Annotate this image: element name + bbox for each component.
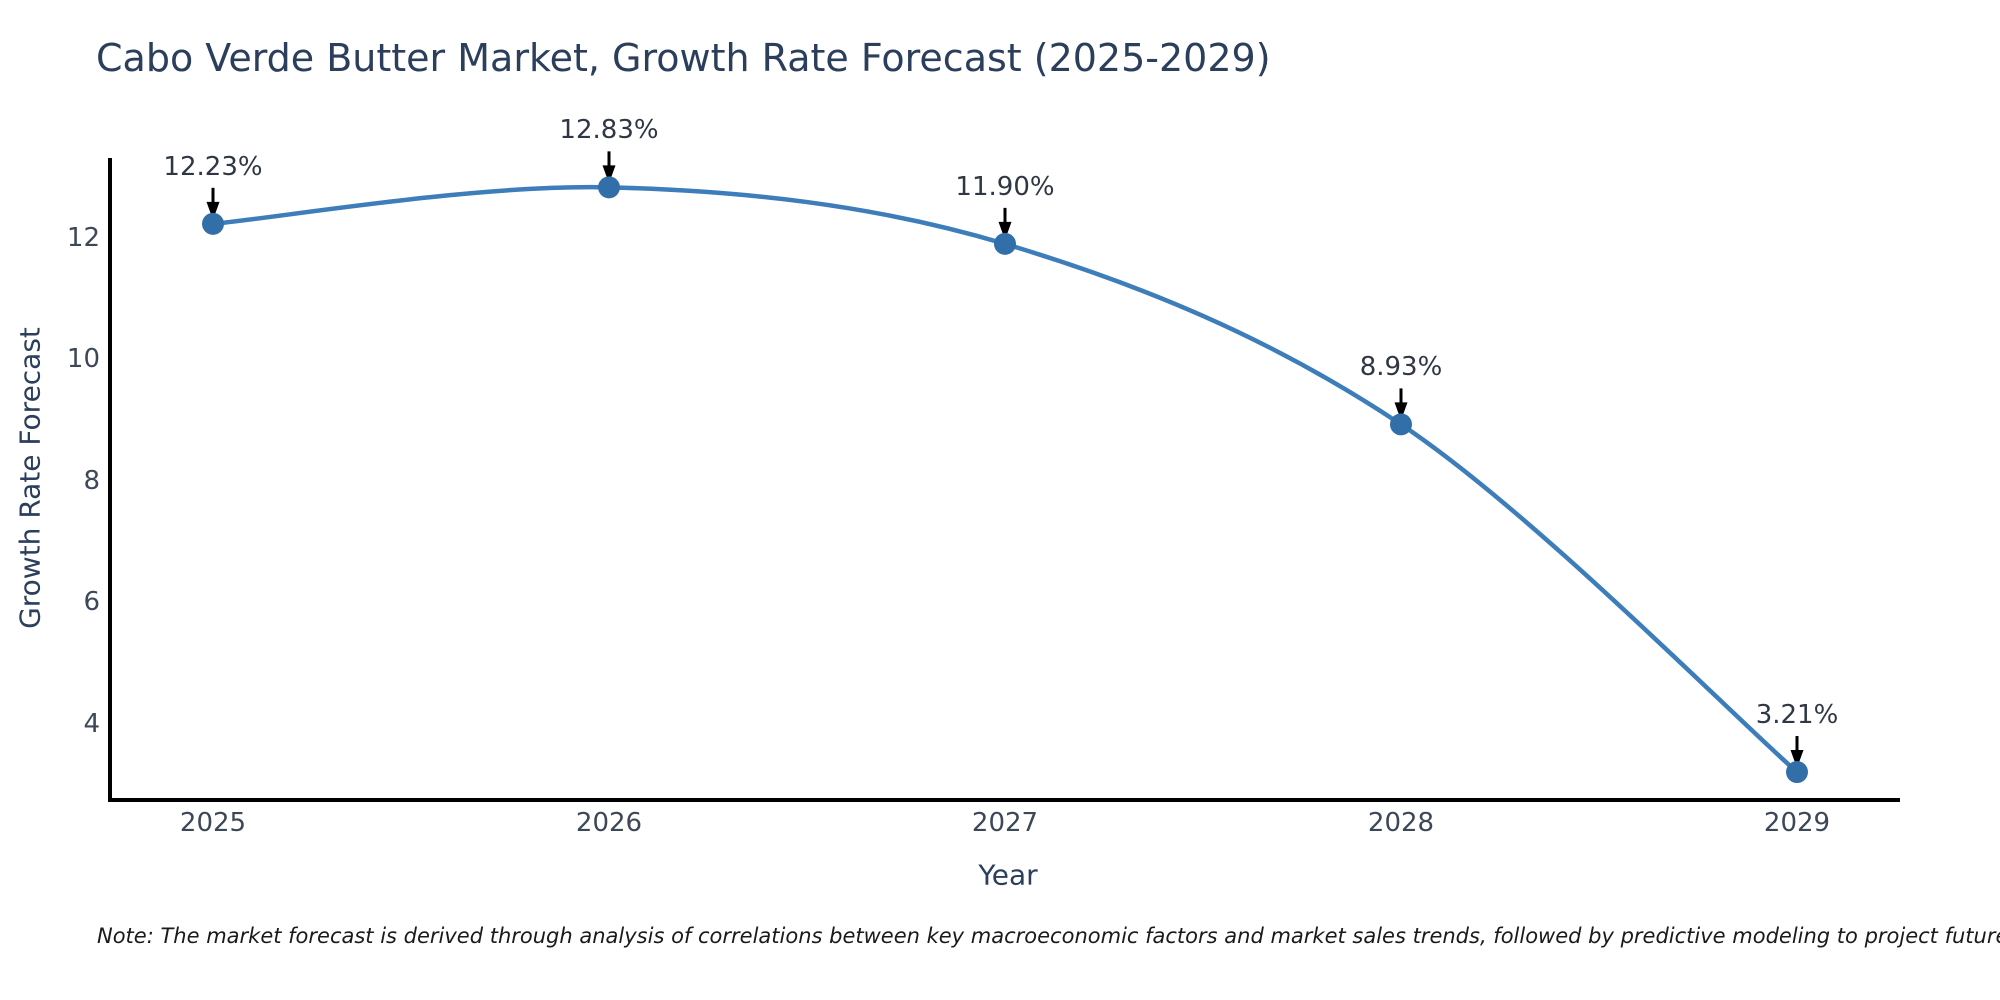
y-axis-label: Growth Rate Forecast — [13, 327, 47, 629]
data-point-marker — [1390, 413, 1412, 436]
annotation-arrow-head — [602, 165, 616, 184]
annotation-label: 3.21% — [1755, 700, 1839, 731]
x-tick-label: 2026 — [575, 808, 643, 838]
y-tick-label: 4 — [83, 709, 100, 740]
data-point-marker — [1786, 761, 1808, 784]
data-point-marker — [202, 212, 224, 235]
y-tick-label: 8 — [83, 465, 100, 496]
footnote-text: Note: The market forecast is derived thr… — [97, 924, 2000, 948]
data-point-marker — [994, 232, 1016, 255]
annotation-arrow-head — [1394, 402, 1408, 421]
x-axis-label: Year — [978, 858, 1038, 892]
annotation-label: 12.23% — [163, 151, 263, 182]
trend-line — [210, 184, 1800, 775]
axis-spines — [108, 158, 1900, 802]
annotation-label: 8.93% — [1359, 352, 1443, 383]
annotation-label: 12.83% — [559, 115, 659, 146]
y-tick-label: 10 — [66, 344, 100, 375]
x-tick-label: 2028 — [1367, 808, 1435, 838]
x-tick-label: 2025 — [179, 808, 247, 838]
annotation-label: 11.90% — [955, 171, 1055, 202]
annotation-arrow-head — [206, 201, 220, 220]
y-tick-label: 6 — [83, 587, 100, 618]
chart-title: Cabo Verde Butter Market, Growth Rate Fo… — [96, 36, 1271, 80]
annotation-arrow-head — [998, 221, 1012, 240]
annotation-arrow-head — [1790, 750, 1804, 769]
x-tick-label: 2027 — [971, 808, 1039, 838]
x-tick-label: 2029 — [1763, 808, 1831, 838]
y-tick-label: 12 — [66, 222, 100, 253]
data-point-marker — [598, 176, 620, 199]
